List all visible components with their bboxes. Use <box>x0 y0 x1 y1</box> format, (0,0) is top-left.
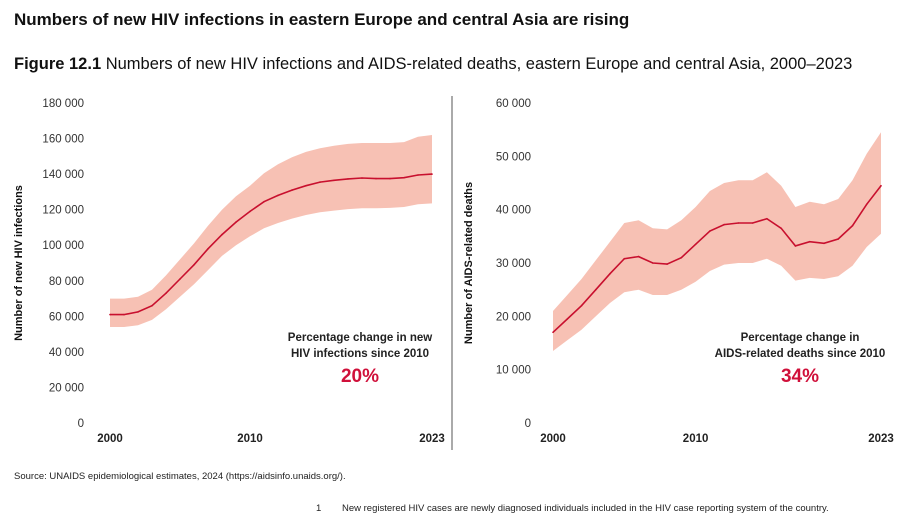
hiv-ytick-label: 140 000 <box>42 169 84 181</box>
hiv-data-point <box>333 179 335 182</box>
figure-number: Figure 12.1 <box>14 55 102 73</box>
deaths-data-point <box>723 223 725 226</box>
hiv-data-point <box>319 181 321 183</box>
hiv-uncertainty-band <box>110 135 432 327</box>
hiv-data-point <box>109 313 111 316</box>
hiv-xtick-label: 2023 <box>419 433 445 445</box>
deaths-ytick-label: 20 000 <box>496 311 531 323</box>
deaths-data-point <box>652 262 654 264</box>
hiv-data-point <box>361 177 363 179</box>
hiv-ytick-label: 160 000 <box>42 134 84 146</box>
hiv-data-point <box>249 210 251 213</box>
hiv-ytick-label: 180 000 <box>42 98 84 110</box>
hiv-data-point <box>389 177 391 180</box>
hiv-data-point <box>417 174 419 176</box>
hiv-data-point <box>193 264 195 266</box>
deaths-data-point <box>637 255 640 258</box>
deaths-ylabel: Number of AIDS-related deaths <box>463 182 475 344</box>
deaths-ytick-label: 50 000 <box>496 151 531 163</box>
hiv-ytick-label: 120 000 <box>42 205 84 217</box>
deaths-data-point <box>808 240 811 243</box>
deaths-ytick-label: 60 000 <box>496 98 531 110</box>
hiv-data-point <box>235 221 237 223</box>
source-note: Source: UNAIDS epidemiological estimates… <box>14 471 346 482</box>
deaths-data-point <box>766 217 768 220</box>
deaths-xtick-label: 2000 <box>540 433 566 445</box>
hiv-data-point <box>403 176 405 179</box>
figure-title-text: Numbers of new HIV infections and AIDS-r… <box>105 55 853 73</box>
hiv-data-point <box>123 313 125 316</box>
deaths-data-point <box>666 263 668 265</box>
hiv-data-point <box>179 278 181 280</box>
deaths-data-point <box>737 222 740 224</box>
deaths-data-point <box>823 242 825 245</box>
hiv-data-point <box>375 177 377 180</box>
hiv-ytick-label: 20 000 <box>49 382 84 394</box>
deaths-data-point <box>837 238 839 240</box>
hiv-data-point <box>347 178 349 180</box>
footnote-number: 1 <box>316 503 322 514</box>
deaths-uncertainty-band <box>553 132 881 351</box>
deaths-ytick-label: 0 <box>525 418 531 430</box>
hiv-data-point <box>305 184 307 187</box>
deaths-ytick-label: 40 000 <box>496 205 531 217</box>
deaths-annotation-line2: AIDS-related deaths since 2010 <box>715 348 886 360</box>
hiv-data-point <box>165 292 167 295</box>
hiv-estimate-line <box>110 173 433 316</box>
hiv-data-point <box>207 248 209 250</box>
deaths-data-point <box>623 257 626 260</box>
deaths-data-point <box>709 230 711 232</box>
hiv-data-point <box>291 189 293 191</box>
deaths-data-point <box>865 203 868 206</box>
hiv-ytick-label: 100 000 <box>42 240 84 252</box>
hiv-annotation-line1: Percentage change in new <box>288 332 432 344</box>
deaths-data-point <box>552 331 554 334</box>
deaths-data-point <box>566 318 569 320</box>
hiv-ytick-label: 60 000 <box>49 311 84 323</box>
hiv-data-point <box>263 200 265 203</box>
hiv-ytick-label: 40 000 <box>49 347 84 359</box>
deaths-data-point <box>880 184 882 187</box>
hiv-annotation-line2: HIV infections since 2010 <box>291 348 429 360</box>
deaths-data-point <box>794 245 797 247</box>
hiv-data-point <box>431 173 433 175</box>
hiv-data-point <box>151 304 153 307</box>
deaths-xtick-label: 2023 <box>868 433 894 445</box>
deaths-ytick-label: 10 000 <box>496 365 531 377</box>
deaths-data-point <box>751 222 754 224</box>
deaths-data-point <box>780 227 782 230</box>
headline: Numbers of new HIV infections in eastern… <box>14 10 630 29</box>
hiv-ytick-label: 80 000 <box>49 276 84 288</box>
deaths-estimate-line <box>552 185 882 333</box>
deaths-data-point <box>595 288 597 291</box>
hiv-data-point <box>221 233 223 236</box>
deaths-data-point <box>694 243 697 246</box>
hiv-ytick-label: 0 <box>78 418 84 430</box>
hiv-xtick-label: 2010 <box>237 433 263 445</box>
deaths-data-point <box>851 224 854 227</box>
deaths-ytick-label: 30 000 <box>496 258 531 270</box>
figure-title: Figure 12.1 Numbers of new HIV infection… <box>14 55 852 74</box>
deaths-data-point <box>609 272 611 275</box>
footnote: 1 New registered HIV cases are newly diag… <box>316 503 829 514</box>
hiv-data-point <box>277 194 279 197</box>
hiv-annotation-value: 20% <box>341 366 379 387</box>
footnote-text: New registered HIV cases are newly diagn… <box>342 503 829 514</box>
deaths-annotation-value: 34% <box>781 366 819 387</box>
deaths-xtick-label: 2010 <box>683 433 709 445</box>
hiv-xtick-label: 2000 <box>97 433 123 445</box>
deaths-data-point <box>680 256 683 259</box>
hiv-ylabel: Number of new HIV infections <box>13 185 25 341</box>
hiv-data-point <box>137 311 139 313</box>
deaths-data-point <box>580 304 583 307</box>
deaths-annotation-line1: Percentage change in <box>741 332 860 344</box>
